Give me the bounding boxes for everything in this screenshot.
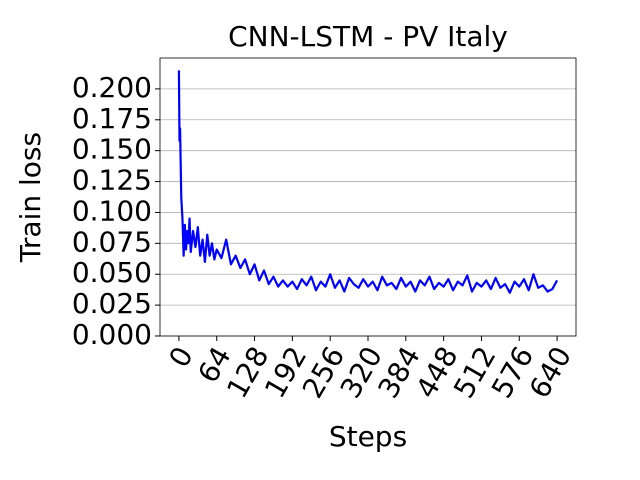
- plot-frame: [159, 57, 577, 337]
- data-line: [177, 70, 559, 294]
- x-axis-label: Steps: [329, 420, 407, 453]
- y-tick-label: 0.050: [72, 256, 152, 289]
- y-tick-label: 0.175: [72, 102, 152, 135]
- y-tick-label: 0.075: [72, 225, 152, 258]
- y-tick-label: 0.125: [72, 164, 152, 197]
- chart-title: CNN-LSTM - PV Italy: [228, 20, 508, 53]
- y-tick-label: 0.150: [72, 133, 152, 166]
- y-tick-label: 0.200: [72, 71, 152, 104]
- x-tick-label: 640: [523, 341, 578, 404]
- y-tick-label: 0.000: [72, 318, 152, 351]
- y-axis-label: Train loss: [14, 132, 47, 263]
- y-tick-label: 0.100: [72, 194, 152, 227]
- y-tick-label: 0.025: [72, 287, 152, 320]
